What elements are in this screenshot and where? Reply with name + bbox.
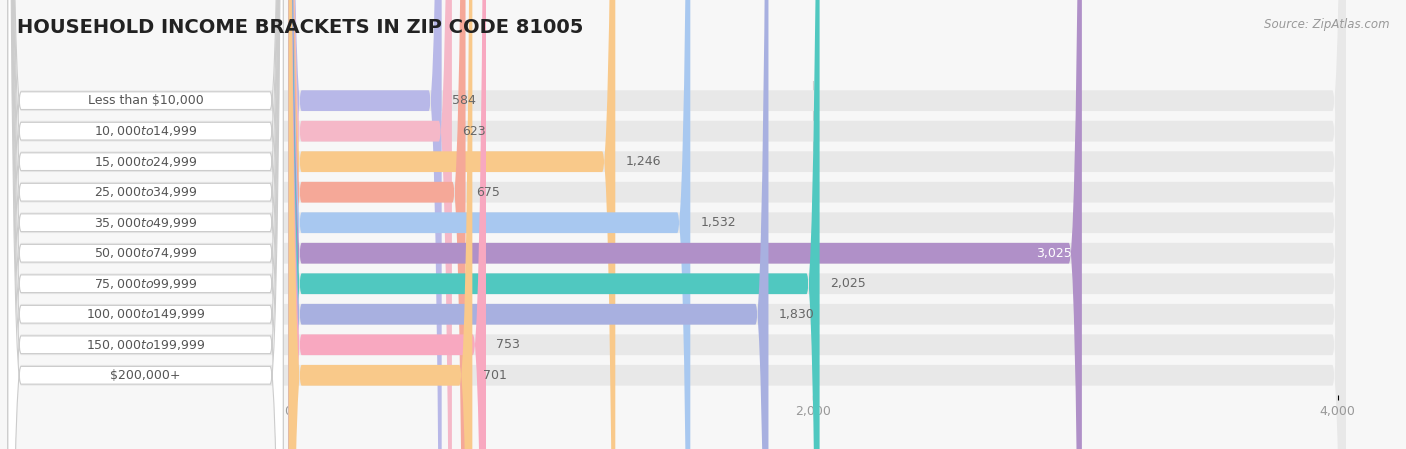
Text: 1,830: 1,830 [779, 308, 814, 321]
FancyBboxPatch shape [8, 0, 283, 449]
Text: $15,000 to $24,999: $15,000 to $24,999 [94, 155, 197, 169]
FancyBboxPatch shape [8, 0, 1346, 449]
FancyBboxPatch shape [8, 0, 1346, 449]
Text: $150,000 to $199,999: $150,000 to $199,999 [86, 338, 205, 352]
FancyBboxPatch shape [8, 0, 283, 449]
FancyBboxPatch shape [8, 0, 283, 449]
Text: 675: 675 [477, 186, 501, 199]
FancyBboxPatch shape [288, 0, 820, 449]
Text: HOUSEHOLD INCOME BRACKETS IN ZIP CODE 81005: HOUSEHOLD INCOME BRACKETS IN ZIP CODE 81… [17, 18, 583, 37]
Text: 584: 584 [453, 94, 477, 107]
FancyBboxPatch shape [8, 0, 1346, 449]
FancyBboxPatch shape [288, 0, 769, 449]
FancyBboxPatch shape [288, 0, 472, 449]
Text: 1,532: 1,532 [700, 216, 737, 229]
Text: $200,000+: $200,000+ [110, 369, 181, 382]
Text: 2,025: 2,025 [830, 277, 866, 290]
FancyBboxPatch shape [288, 0, 1081, 449]
FancyBboxPatch shape [288, 0, 486, 449]
FancyBboxPatch shape [288, 0, 465, 449]
FancyBboxPatch shape [288, 0, 441, 449]
FancyBboxPatch shape [8, 0, 1346, 449]
Text: 3,025: 3,025 [1036, 247, 1071, 260]
FancyBboxPatch shape [8, 0, 283, 449]
Text: $35,000 to $49,999: $35,000 to $49,999 [94, 216, 197, 230]
FancyBboxPatch shape [8, 0, 283, 449]
Text: $10,000 to $14,999: $10,000 to $14,999 [94, 124, 197, 138]
FancyBboxPatch shape [8, 0, 1346, 449]
FancyBboxPatch shape [8, 0, 283, 449]
Text: 623: 623 [463, 125, 486, 138]
FancyBboxPatch shape [8, 0, 283, 449]
Text: Less than $10,000: Less than $10,000 [87, 94, 204, 107]
Text: $75,000 to $99,999: $75,000 to $99,999 [94, 277, 197, 291]
FancyBboxPatch shape [8, 0, 1346, 449]
FancyBboxPatch shape [8, 0, 1346, 449]
Text: Source: ZipAtlas.com: Source: ZipAtlas.com [1264, 18, 1389, 31]
Text: $50,000 to $74,999: $50,000 to $74,999 [94, 246, 197, 260]
Text: 701: 701 [482, 369, 506, 382]
FancyBboxPatch shape [8, 0, 1346, 449]
Text: $25,000 to $34,999: $25,000 to $34,999 [94, 185, 197, 199]
FancyBboxPatch shape [8, 0, 1346, 449]
FancyBboxPatch shape [288, 0, 451, 449]
FancyBboxPatch shape [8, 0, 283, 449]
FancyBboxPatch shape [288, 0, 616, 449]
FancyBboxPatch shape [8, 0, 1346, 449]
Text: 753: 753 [496, 338, 520, 351]
Text: 1,246: 1,246 [626, 155, 661, 168]
FancyBboxPatch shape [8, 0, 283, 449]
FancyBboxPatch shape [288, 0, 690, 449]
Text: $100,000 to $149,999: $100,000 to $149,999 [86, 307, 205, 321]
FancyBboxPatch shape [8, 0, 283, 449]
